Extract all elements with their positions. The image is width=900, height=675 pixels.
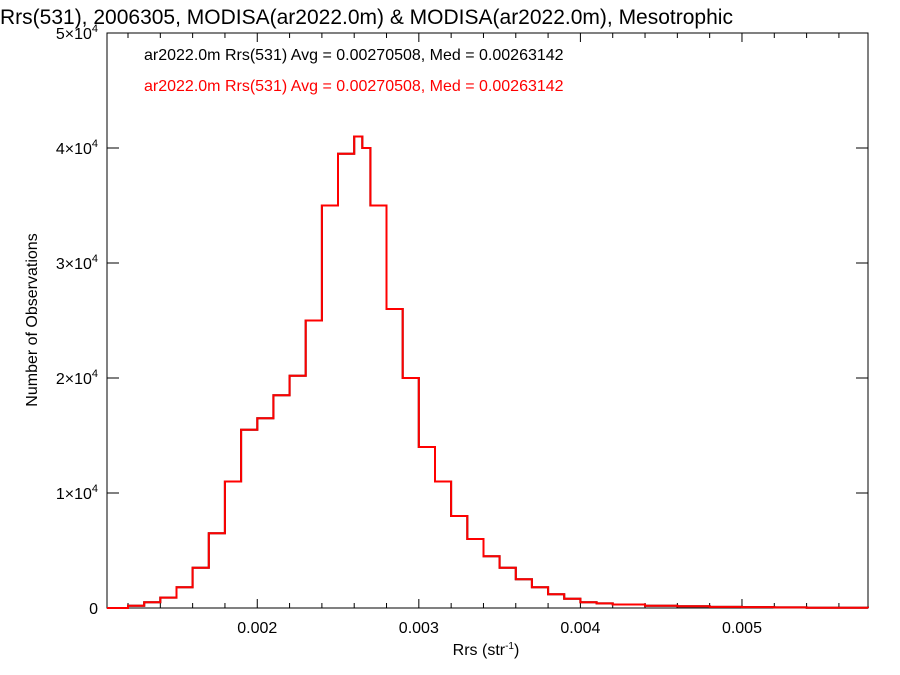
x-tick-label: 0.002: [237, 620, 277, 637]
y-tick-mantissa: 3×10: [56, 256, 92, 273]
x-axis-label: Rrs (str-1): [453, 641, 520, 659]
legend: ar2022.0m Rrs(531) Avg = 0.00270508, Med…: [144, 47, 564, 95]
series-line-black: [107, 135, 869, 609]
series-layer: [107, 135, 869, 609]
y-tick-label: 2×104: [56, 368, 98, 388]
y-tick-mantissa: 5×10: [56, 26, 92, 43]
legend-entry-red: ar2022.0m Rrs(531) Avg = 0.00270508, Med…: [144, 78, 564, 95]
chart-title: Rrs(531), 2006305, MODISA(ar2022.0m) & M…: [0, 6, 733, 29]
x-axis-label-main: Rrs (str: [453, 642, 506, 659]
x-tick-label: 0.004: [560, 620, 600, 637]
x-tick-label: 0.003: [399, 620, 439, 637]
x-axis-label-close: ): [514, 642, 519, 659]
series-line-red: [107, 135, 869, 609]
y-tick-exponent: 4: [92, 368, 98, 380]
y-tick-label: 4×104: [56, 138, 98, 158]
y-tick-exponent: 4: [92, 138, 98, 150]
y-tick-exponent: 4: [92, 23, 98, 35]
y-tick-label: 5×104: [56, 23, 98, 43]
y-tick-mantissa: 0: [89, 601, 98, 618]
x-axis-label-exponent: -1: [505, 641, 514, 652]
plot-frame: [106, 32, 869, 609]
legend-entry-black: ar2022.0m Rrs(531) Avg = 0.00270508, Med…: [144, 47, 564, 64]
y-tick-mantissa: 2×10: [56, 371, 92, 388]
y-tick-mantissa: 1×10: [56, 486, 92, 503]
axis-ticks: 0.002 0.003 0.004 0.00501×1042×1043×1044×10…: [56, 23, 868, 637]
y-tick-label: 3×104: [56, 253, 98, 273]
y-tick-exponent: 4: [92, 253, 98, 265]
y-tick-mantissa: 4×10: [56, 141, 92, 158]
y-tick-label: 1×104: [56, 483, 98, 503]
y-axis-label: Number of Observations: [24, 233, 41, 406]
y-tick-exponent: 4: [92, 483, 98, 495]
x-tick-label: 0.005: [722, 620, 762, 637]
y-tick-label: 0: [89, 601, 98, 618]
